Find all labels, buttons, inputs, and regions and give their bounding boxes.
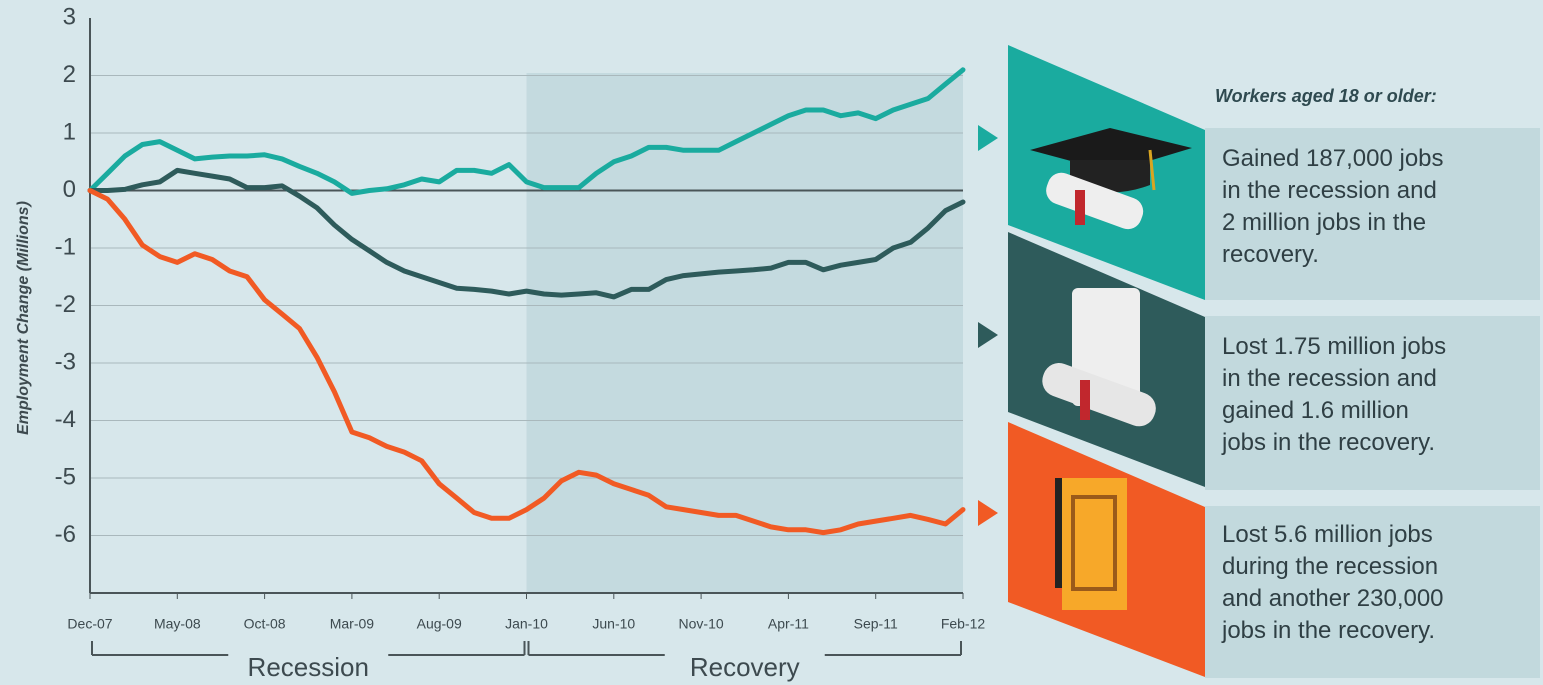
y-tick-label: -1 [55,233,76,260]
x-tick-label: Sep-11 [854,616,898,632]
y-tick-label: -4 [55,406,76,433]
series-line [87,167,966,300]
pointer-arrow [978,500,998,526]
note-line: gained 1.6 million [1222,397,1409,424]
x-tick-label: Apr-11 [768,616,809,632]
notes-heading: Workers aged 18 or older: [1215,86,1437,106]
x-tick-label: May-08 [154,616,201,632]
y-tick-label: -2 [55,291,76,318]
note-box [1205,316,1540,490]
note-line: and another 230,000 [1222,585,1444,612]
note-line: 2 million jobs in the [1222,209,1427,236]
phase-label: Recovery [690,652,800,682]
y-tick-label: 1 [63,118,76,145]
x-tick-label: Aug-09 [417,616,462,632]
icon-book [1055,478,1127,610]
x-tick-label: Jun-10 [592,616,635,632]
x-tick-label: Jan-10 [505,616,548,632]
y-tick-label: 3 [63,3,76,30]
icon-graduate [1030,128,1192,230]
note: Lost 1.75 million jobs in the recession a… [1222,331,1532,459]
note-line: recovery. [1222,241,1319,268]
icon-certificate [1042,288,1156,427]
note-line: in the recession and [1222,365,1437,392]
y-tick-label: -6 [55,521,76,548]
y-tick-label: 0 [63,176,76,203]
note: Lost 5.6 million jobs during the recessio… [1222,519,1532,647]
note-line: jobs in the recovery. [1222,429,1435,456]
x-tick-label: Dec-07 [67,616,112,632]
y-tick-label: 2 [63,61,76,88]
note-line: Lost 5.6 million jobs [1222,521,1433,548]
note-line: Gained 187,000 jobs [1222,145,1444,172]
note-box [1205,506,1540,678]
pointer-arrow [978,322,998,348]
phase-label-bg [228,639,389,671]
series-line [87,67,966,196]
x-tick-label: Mar-09 [330,616,375,632]
pointer-arrow [978,125,998,151]
phase-shade [526,73,963,593]
y-tick-label: -3 [55,348,76,375]
x-tick-label: Feb-12 [941,616,986,632]
series-line [87,188,966,536]
phase-label: Recession [248,652,369,682]
phase-label-bg [664,639,825,671]
note-line: jobs in the recovery. [1222,617,1435,644]
note-line: during the recession [1222,553,1439,580]
note: Gained 187,000 jobs in the recession and 2… [1222,143,1532,271]
note-box [1205,128,1540,300]
note-line: in the recession and [1222,177,1437,204]
x-tick-label: Nov-10 [679,616,724,632]
note-line: Lost 1.75 million jobs [1222,333,1447,360]
y-tick-label: -5 [55,463,76,490]
x-tick-label: Oct-08 [244,616,286,632]
y-axis-label: Employment Change (Millions) [15,201,32,435]
